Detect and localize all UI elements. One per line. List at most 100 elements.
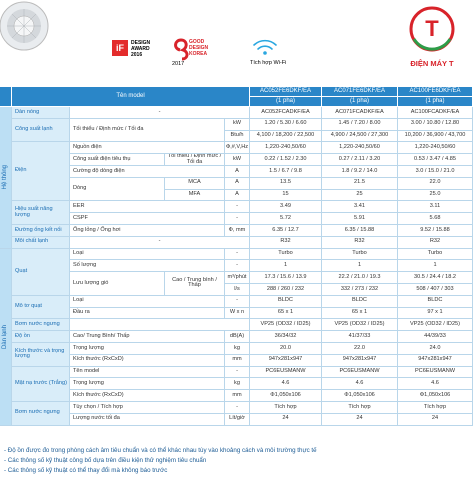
value: 1 [322,260,398,273]
unit-text: kW [232,155,242,162]
unit: mm [225,390,250,402]
category: Đường ống kết nối [12,225,70,237]
value-text: AC100FCADKF/EA [410,108,460,115]
item-text: Loại [73,297,84,304]
value-text: 4,100 / 18,200 / 22,500 [256,132,315,139]
value-text: BLDC [278,297,293,304]
category: Độ ồn [12,331,70,343]
value: 30.5 / 24.4 / 18.2 [398,272,473,284]
item-text: Lưu lượng gió [73,279,109,286]
note: - Các thông số kỹ thuật công bố dựa trên… [4,457,207,464]
unit-text: - [158,108,161,115]
value-text: PC6EUSMANW [265,368,306,375]
value-text: 15 [282,191,289,198]
category-text: Dàn nóng [15,108,40,115]
item: Kích thước (RxCxD) [70,354,225,367]
model-name: AC100FE6DKF/EA [398,87,473,97]
value-text: Tích hợp [348,403,371,410]
value: 15 [250,189,322,202]
value-text: Φ1,050x106 [344,391,375,398]
unit-text: - [158,238,161,245]
value: VP25 (OD32 / ID25) [398,319,473,332]
item: Trọng lượng [70,378,225,391]
item: Loại [70,295,225,308]
value: 22.0 [322,343,398,355]
item: Số lượng [70,260,225,273]
value-text: Φ1,050x106 [270,391,301,398]
value: BLDC [250,295,322,308]
value: 1,220-240,50/60 [398,142,473,155]
value: BLDC [398,295,473,308]
item: Loại [70,248,225,261]
value-text: 20.0 [280,344,291,351]
category-text: Đường ống kết nối [15,226,62,233]
item-text: Loại [73,250,84,257]
sub-item-text: MFA [188,191,201,198]
unit: kg [225,378,250,391]
item-text: Nguồn điện [73,143,102,150]
model-phase: (1 pha) [322,97,398,107]
value-text: R32 [354,238,365,245]
model-phase-text: (1 pha) [349,97,369,104]
value: 3.00 / 10.80 / 12.80 [398,118,473,131]
unit-text: - [236,297,238,304]
value-text: 30.5 / 24.4 / 18.2 [414,273,456,280]
value-text: 5.72 [280,214,291,221]
unit: Ф, mm [225,225,250,237]
value: AC100FCADKF/EA [398,107,473,119]
value: 10,200 / 36,900 / 43,700 [398,130,473,143]
item: Cường độ dòng điện [70,166,225,178]
note: - Các thông số kỹ thuật có thể thay đổi … [4,467,168,474]
value-text: 13.5 [280,179,291,186]
unit-text: m³/phút [227,273,247,280]
category: Môi chất lạnh [12,236,70,249]
value-text: 65 x 1 [277,309,294,316]
value: 947x281x947 [398,354,473,367]
value: Φ1,050x106 [250,390,322,402]
value-text: Tích hợp [423,403,447,410]
unit: - [70,236,250,249]
value: 1,220-240,50/60 [322,142,398,155]
unit: - [225,201,250,214]
value: 65 x 1 [322,307,398,320]
model-name: AC071FE6DKF/EA [322,87,398,97]
unit: A [225,166,250,178]
unit-text: Lít/giờ [229,415,245,422]
value-text: 5.68 [429,214,441,221]
sub-item: Cao / Trung bình / Thấp [165,272,225,296]
value-text: 24.0 [429,344,441,351]
value-text: 1 [357,261,362,268]
category-text: Bơm nước ngưng [15,320,60,327]
value: 24.0 [398,343,473,355]
item: Dòng [70,177,165,202]
value: 508 / 407 / 303 [398,284,473,296]
item: Lượng nước tối đa [70,413,225,426]
item: Nguồn điện [70,142,225,155]
value: 5.91 [322,213,398,225]
item: CSPF [70,213,225,225]
value-text: R32 [280,238,291,245]
sub-item: Tối thiểu / Định mức / Tối đa [165,154,225,166]
value: 22.2 / 21.0 / 19.3 [322,272,398,284]
value: BLDC [322,295,398,308]
value-text: 4.6 [355,379,364,386]
value-text: 947x281x947 [418,356,452,363]
item-text: Cường độ dòng điện [73,167,125,174]
value-text: 1.5 / 6.7 / 9.8 [269,167,302,174]
value-text: 24 [282,415,289,422]
value: Turbo [250,248,322,261]
unit: - [70,107,250,119]
item: Tùy chọn / Tích hợp [70,402,225,414]
category: Điện [12,142,70,202]
wifi-label: Tích hợp Wi-Fi [250,60,287,66]
value-text: 22.2 / 21.0 / 19.3 [338,273,381,280]
value-text: 25.0 [429,191,441,198]
value: 25 [322,189,398,202]
value-text: 44/39/33 [424,332,446,339]
value-text: 97 x 1 [427,309,443,316]
value-text: 24 [431,415,439,422]
unit: kW [225,118,250,131]
item-text: Dòng [73,185,87,192]
item-text: Tên model [73,368,100,375]
